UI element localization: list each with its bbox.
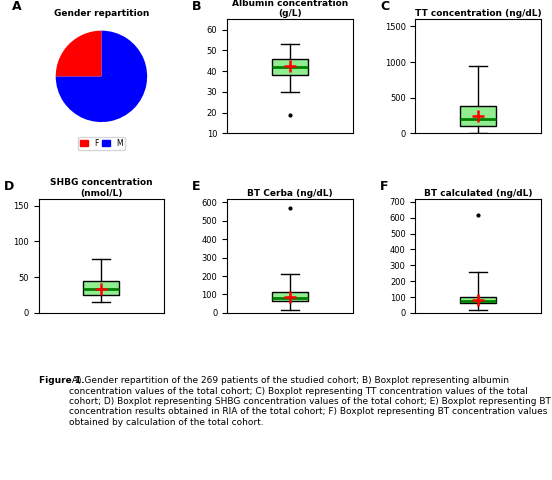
Title: SHBG concentration
(nmol/L): SHBG concentration (nmol/L) <box>50 179 153 198</box>
Legend: F, M: F, M <box>78 137 125 150</box>
Title: Albumin concentration
(g/L): Albumin concentration (g/L) <box>232 0 348 18</box>
Text: D: D <box>3 180 14 193</box>
PathPatch shape <box>272 59 307 75</box>
Title: Gender repartition: Gender repartition <box>54 10 149 18</box>
Text: Figure 1.: Figure 1. <box>39 376 84 385</box>
PathPatch shape <box>83 281 119 295</box>
PathPatch shape <box>460 297 496 303</box>
Text: A: A <box>12 0 22 13</box>
Title: BT calculated (ng/dL): BT calculated (ng/dL) <box>424 189 533 198</box>
Title: TT concentration (ng/dL): TT concentration (ng/dL) <box>415 10 542 18</box>
Text: A) Gender repartition of the 269 patients of the studied cohort; B) Boxplot repr: A) Gender repartition of the 269 patient… <box>70 376 551 427</box>
PathPatch shape <box>460 107 496 126</box>
Title: BT Cerba (ng/dL): BT Cerba (ng/dL) <box>247 189 333 198</box>
Text: B: B <box>192 0 201 13</box>
Text: F: F <box>380 180 389 193</box>
PathPatch shape <box>272 292 307 301</box>
Text: C: C <box>380 0 389 13</box>
Wedge shape <box>56 31 102 76</box>
Text: E: E <box>192 180 200 193</box>
Wedge shape <box>56 31 147 122</box>
